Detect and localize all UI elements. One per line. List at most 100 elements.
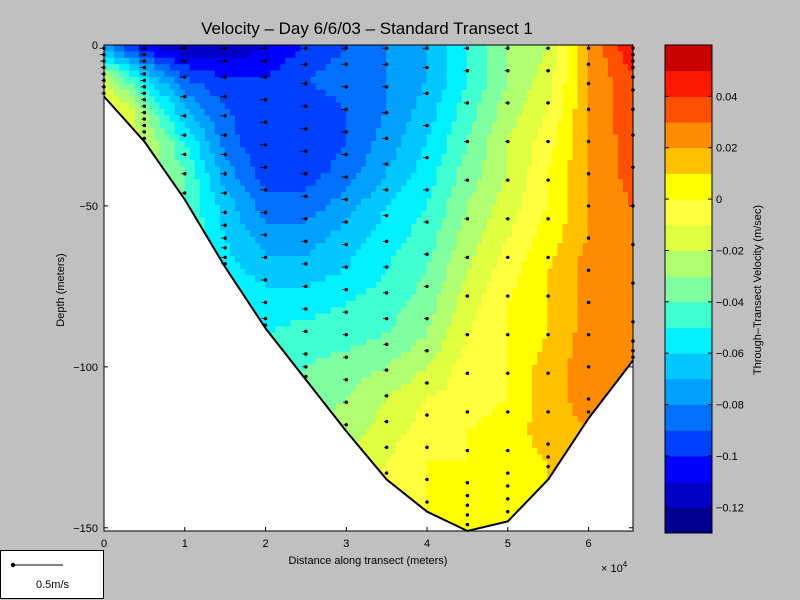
field-cell (310, 345, 317, 353)
field-cell (391, 166, 397, 174)
field-cell (310, 332, 317, 340)
field-cell (451, 198, 458, 206)
field-cell (396, 243, 402, 251)
field-cell (396, 281, 402, 289)
field-cell (310, 51, 317, 59)
field-cell (436, 172, 443, 180)
field-cell (577, 217, 584, 225)
field-cell (491, 204, 498, 212)
field-cell (209, 134, 216, 142)
field-cell (471, 128, 478, 136)
field-cell (547, 300, 553, 308)
field-cell (381, 294, 387, 302)
field-cell (456, 275, 463, 283)
field-cell (572, 108, 579, 116)
field-cell (527, 185, 533, 193)
field-cell (371, 64, 377, 72)
field-cell (602, 192, 609, 200)
field-cell (315, 319, 322, 327)
field-cell (542, 147, 548, 155)
field-cell (250, 70, 256, 78)
field-cell (486, 288, 493, 295)
field-cell (250, 185, 256, 193)
field-cell (391, 262, 397, 270)
field-cell (496, 172, 503, 180)
field-cell (567, 70, 574, 78)
field-cell (350, 217, 357, 225)
field-cell (270, 83, 276, 91)
field-cell (250, 108, 256, 116)
field-cell (320, 134, 327, 142)
field-cell (340, 224, 347, 232)
field-cell (265, 134, 271, 142)
field-cell (552, 153, 559, 161)
field-cell (622, 300, 629, 308)
field-cell (149, 89, 155, 97)
field-cell (214, 115, 221, 123)
field-cell (557, 166, 564, 174)
field-cell (350, 83, 357, 91)
field-cell (481, 179, 488, 187)
field-cell (265, 70, 271, 78)
field-cell (229, 96, 236, 104)
field-cell (567, 307, 574, 315)
field-cell (612, 89, 619, 97)
field-cell (214, 230, 221, 238)
field-cell (104, 57, 110, 65)
field-cell (532, 217, 538, 225)
field-cell (320, 211, 327, 219)
field-cell (310, 313, 317, 321)
field-cell (209, 89, 216, 97)
field-cell (496, 198, 503, 206)
field-cell (270, 217, 276, 225)
field-cell (320, 275, 327, 283)
field-cell (627, 64, 633, 72)
field-cell (255, 281, 261, 289)
field-cell (335, 204, 342, 212)
field-cell (491, 192, 498, 200)
field-cell (522, 294, 528, 302)
field-cell (527, 70, 533, 78)
field-cell (325, 192, 332, 200)
field-cell (471, 64, 478, 72)
field-cell (144, 70, 150, 78)
field-cell (491, 102, 498, 110)
field-cell (486, 307, 493, 315)
field-cell (386, 57, 392, 65)
field-cell (355, 102, 362, 110)
field-cell (436, 57, 443, 65)
field-cell (285, 230, 292, 238)
field-cell (219, 76, 226, 84)
field-cell (315, 339, 322, 347)
field-cell (446, 172, 453, 180)
field-cell (446, 198, 453, 206)
field-cell (391, 153, 397, 161)
field-cell (426, 224, 433, 232)
field-cell (265, 128, 271, 136)
field-cell (204, 128, 211, 136)
field-cell (562, 115, 569, 123)
field-cell (199, 121, 206, 129)
field-cell (355, 275, 362, 283)
field-cell (441, 198, 448, 206)
field-cell (411, 166, 417, 174)
field-cell (486, 204, 493, 212)
field-cell (401, 275, 407, 283)
field-cell (416, 281, 422, 289)
field-cell (617, 243, 624, 251)
field-cell (466, 140, 473, 148)
field-cell (547, 166, 553, 174)
field-cell (315, 153, 322, 161)
field-cell (275, 288, 281, 295)
field-cell (527, 179, 533, 187)
field-cell (234, 96, 241, 104)
field-cell (532, 147, 538, 155)
field-cell (350, 70, 357, 78)
field-cell (129, 57, 135, 65)
field-cell (214, 147, 221, 155)
field-cell (607, 172, 614, 180)
field-cell (562, 217, 569, 225)
field-cell (320, 294, 327, 302)
field-cell (416, 140, 422, 148)
field-cell (250, 198, 256, 206)
